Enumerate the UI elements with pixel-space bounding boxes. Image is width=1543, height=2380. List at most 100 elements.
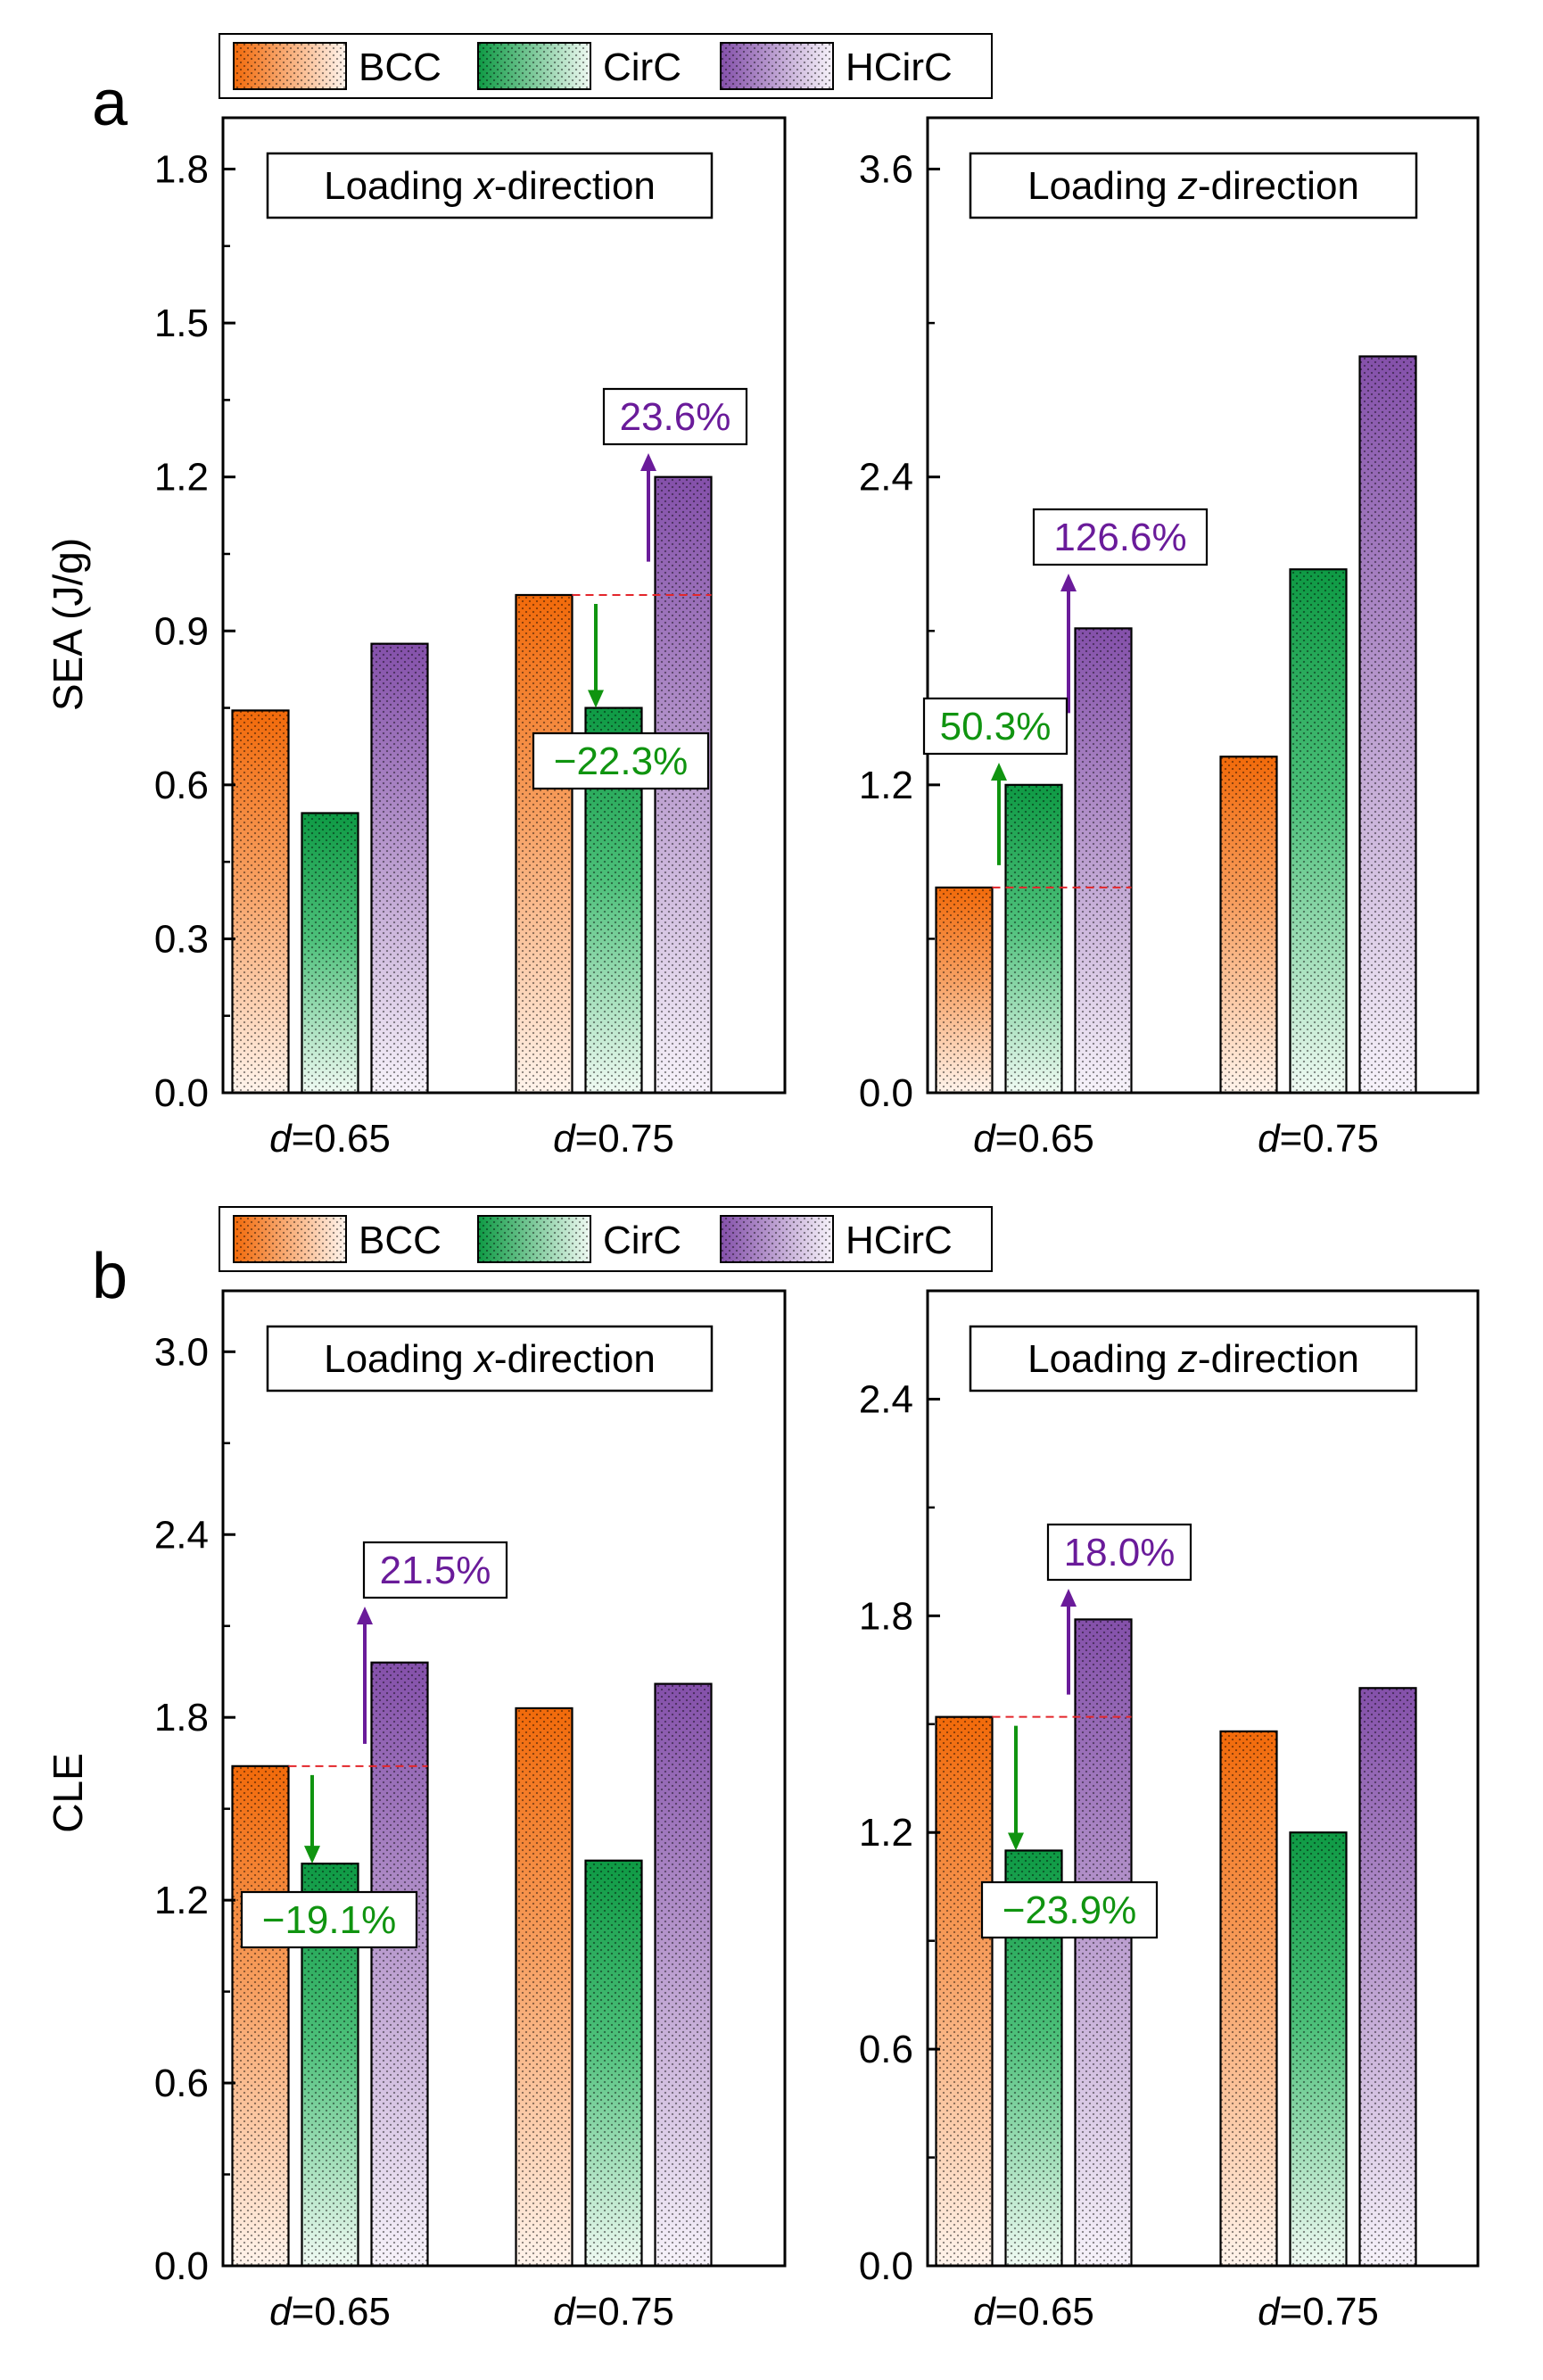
- annotation-box-23-9: [980, 1880, 1159, 1939]
- panel-title-box: [266, 1325, 714, 1392]
- x-category-label-d-0-75: d=0.75: [1258, 2290, 1379, 2334]
- legend-label-circ: CirC: [603, 45, 681, 89]
- y-tick-label: 0.3: [154, 917, 209, 961]
- y-tick-label: 0.9: [154, 609, 209, 653]
- bar-bcc-d-0-65-outline: [935, 1715, 994, 2268]
- annotation-box-18-0: [1046, 1523, 1192, 1582]
- y-tick-label: 0.6: [859, 2028, 913, 2071]
- panel-letter-b: b: [92, 1241, 128, 1312]
- annotation-label-23-6: 23.6%: [620, 395, 731, 439]
- bar-circ-d-0-75-outline: [584, 1859, 643, 2268]
- legend-swatch-pattern-hcirc: [721, 1216, 833, 1262]
- x-category-label-d-0-75: d=0.75: [553, 2290, 674, 2334]
- chart-cle-z-direction: 0.0 0.6 1.2 1.8 2.4 d=0.65 d=0.75 Loading z-dir…: [859, 1289, 1480, 2334]
- y-tick-label: 1.8: [154, 1696, 209, 1740]
- bar-bcc-d-0-65-outline: [935, 886, 994, 1095]
- plot-frame: [926, 1289, 1480, 2268]
- annotation-box-21-5: [362, 1541, 508, 1599]
- annotation-label-18-0: 18.0%: [1064, 1531, 1176, 1574]
- annotation-label-126-6: 126.6%: [1053, 516, 1186, 559]
- arrow-hcirc-up-head: [1060, 1589, 1077, 1607]
- annotation-box-23-6: [602, 387, 748, 446]
- arrow-circ-up-head: [991, 763, 1007, 781]
- legend-frame: [219, 1206, 993, 1272]
- bar-bcc-d-0-75-outline: [515, 1706, 573, 2268]
- annotation-label-22-3: −22.3%: [554, 740, 688, 783]
- legend-swatch-pattern-circ: [478, 43, 590, 89]
- y-tick-label: 0.0: [154, 2244, 209, 2288]
- panel-title: Loading z-direction: [1027, 164, 1359, 208]
- plot-frame: [926, 116, 1480, 1095]
- bar-bcc-d-0-75-outline: [515, 593, 573, 1095]
- y-tick-label: 3.0: [154, 1330, 209, 1374]
- legend-panel-a: BCC CirC HCirC: [219, 33, 993, 99]
- legend-label-circ: CirC: [603, 1219, 681, 1262]
- bar-hcirc-d-0-75-outline: [654, 1682, 713, 2268]
- annotation-box-22-3: [532, 731, 710, 790]
- x-category-label-d-0-65: d=0.65: [269, 1117, 391, 1161]
- arrow-circ-down-head: [304, 1846, 320, 1864]
- y-tick-label: 1.2: [154, 456, 209, 500]
- x-category-label-d-0-75: d=0.75: [553, 1117, 674, 1161]
- bar-hcirc-d-0-75-outline: [1358, 1687, 1417, 2268]
- x-category-label-d-0-65: d=0.65: [973, 1117, 1094, 1161]
- legend-swatch-pattern-circ: [478, 1216, 590, 1262]
- bar-bcc-d-0-75-outline: [1219, 1730, 1278, 2268]
- chart-sea-z-direction: 0.0 1.2 2.4 3.6 d=0.65 d=0.75 Loading z-direct…: [859, 116, 1480, 1161]
- legend-label-hcirc: HCirC: [846, 1219, 953, 1262]
- y-tick-label: 0.6: [154, 2062, 209, 2105]
- bar-circ-d-0-75-outline: [1289, 568, 1348, 1095]
- chart-cle-x-direction: 0.0 0.6 1.2 1.8 2.4 3.0 d=0.65 d=0.75 Loading x-…: [154, 1289, 787, 2334]
- legend-label-hcirc: HCirC: [846, 45, 953, 89]
- panel-title: Loading x-direction: [324, 1337, 656, 1381]
- bar-bcc-d-0-75-outline: [1219, 756, 1278, 1095]
- legend-frame: [219, 33, 993, 99]
- x-category-label-d-0-75: d=0.75: [1258, 1117, 1379, 1161]
- y-tick-label: 0.0: [859, 1071, 913, 1115]
- y-tick-label: 1.2: [859, 764, 913, 807]
- annotation-box-50-3: [922, 697, 1069, 756]
- arrow-hcirc-up-head: [1060, 574, 1077, 591]
- bar-hcirc-d-0-65-outline: [370, 1661, 429, 2268]
- y-tick-label: 1.8: [859, 1594, 913, 1638]
- bar-hcirc-d-0-65-outline: [1074, 627, 1133, 1095]
- y-tick-label: 1.2: [859, 1811, 913, 1855]
- y-axis-label-sea: SEA (J/g): [45, 538, 91, 711]
- arrow-hcirc-up-head: [640, 453, 656, 471]
- annotation-label-23-9: −23.9%: [1003, 1888, 1136, 1932]
- arrow-circ-down-head: [588, 690, 604, 708]
- panel-title-box: [969, 152, 1418, 219]
- y-tick-label: 0.0: [154, 1071, 209, 1115]
- arrow-circ-down-head: [1008, 1832, 1024, 1851]
- plot-frame: [221, 1289, 787, 2268]
- bar-hcirc-d-0-65-outline: [1074, 1618, 1133, 2268]
- legend-swatch-pattern-hcirc: [721, 43, 833, 89]
- legend-label-bcc: BCC: [359, 45, 441, 89]
- y-tick-label: 2.4: [154, 1513, 209, 1557]
- annotation-box-126-6: [1032, 508, 1209, 566]
- x-category-label-d-0-65: d=0.65: [973, 2290, 1094, 2334]
- panel-letter-a: a: [92, 68, 128, 139]
- bar-bcc-d-0-65-outline: [231, 709, 290, 1095]
- y-tick-label: 1.2: [154, 1879, 209, 1922]
- bar-circ-d-0-75-outline: [1289, 1831, 1348, 2268]
- panel-title: Loading z-direction: [1027, 1337, 1359, 1381]
- y-tick-label: 3.6: [859, 148, 913, 192]
- bar-bcc-d-0-65-outline: [231, 1764, 290, 2268]
- y-tick-label: 0.6: [154, 764, 209, 807]
- legend-label-bcc: BCC: [359, 1219, 441, 1262]
- y-tick-label: 2.4: [859, 456, 913, 500]
- y-axis-label-cle: CLE: [45, 1753, 91, 1832]
- bar-hcirc-d-0-65-outline: [370, 642, 429, 1095]
- bar-hcirc-d-0-75-outline: [1358, 355, 1417, 1095]
- annotation-label-50-3: 50.3%: [940, 705, 1052, 748]
- arrow-hcirc-up-head: [357, 1607, 373, 1624]
- y-tick-label: 1.8: [154, 148, 209, 192]
- annotation-label-21-5: 21.5%: [380, 1549, 491, 1592]
- plot-frame: [221, 116, 787, 1095]
- chart-sea-x-direction: 0.0 0.3 0.6 0.9 1.2 1.5 1.8 d=0.65 d=0.75 Loading…: [154, 116, 787, 1161]
- legend-swatch-pattern-bcc: [234, 43, 346, 89]
- y-tick-label: 0.0: [859, 2244, 913, 2288]
- legend-swatch-pattern-bcc: [234, 1216, 346, 1262]
